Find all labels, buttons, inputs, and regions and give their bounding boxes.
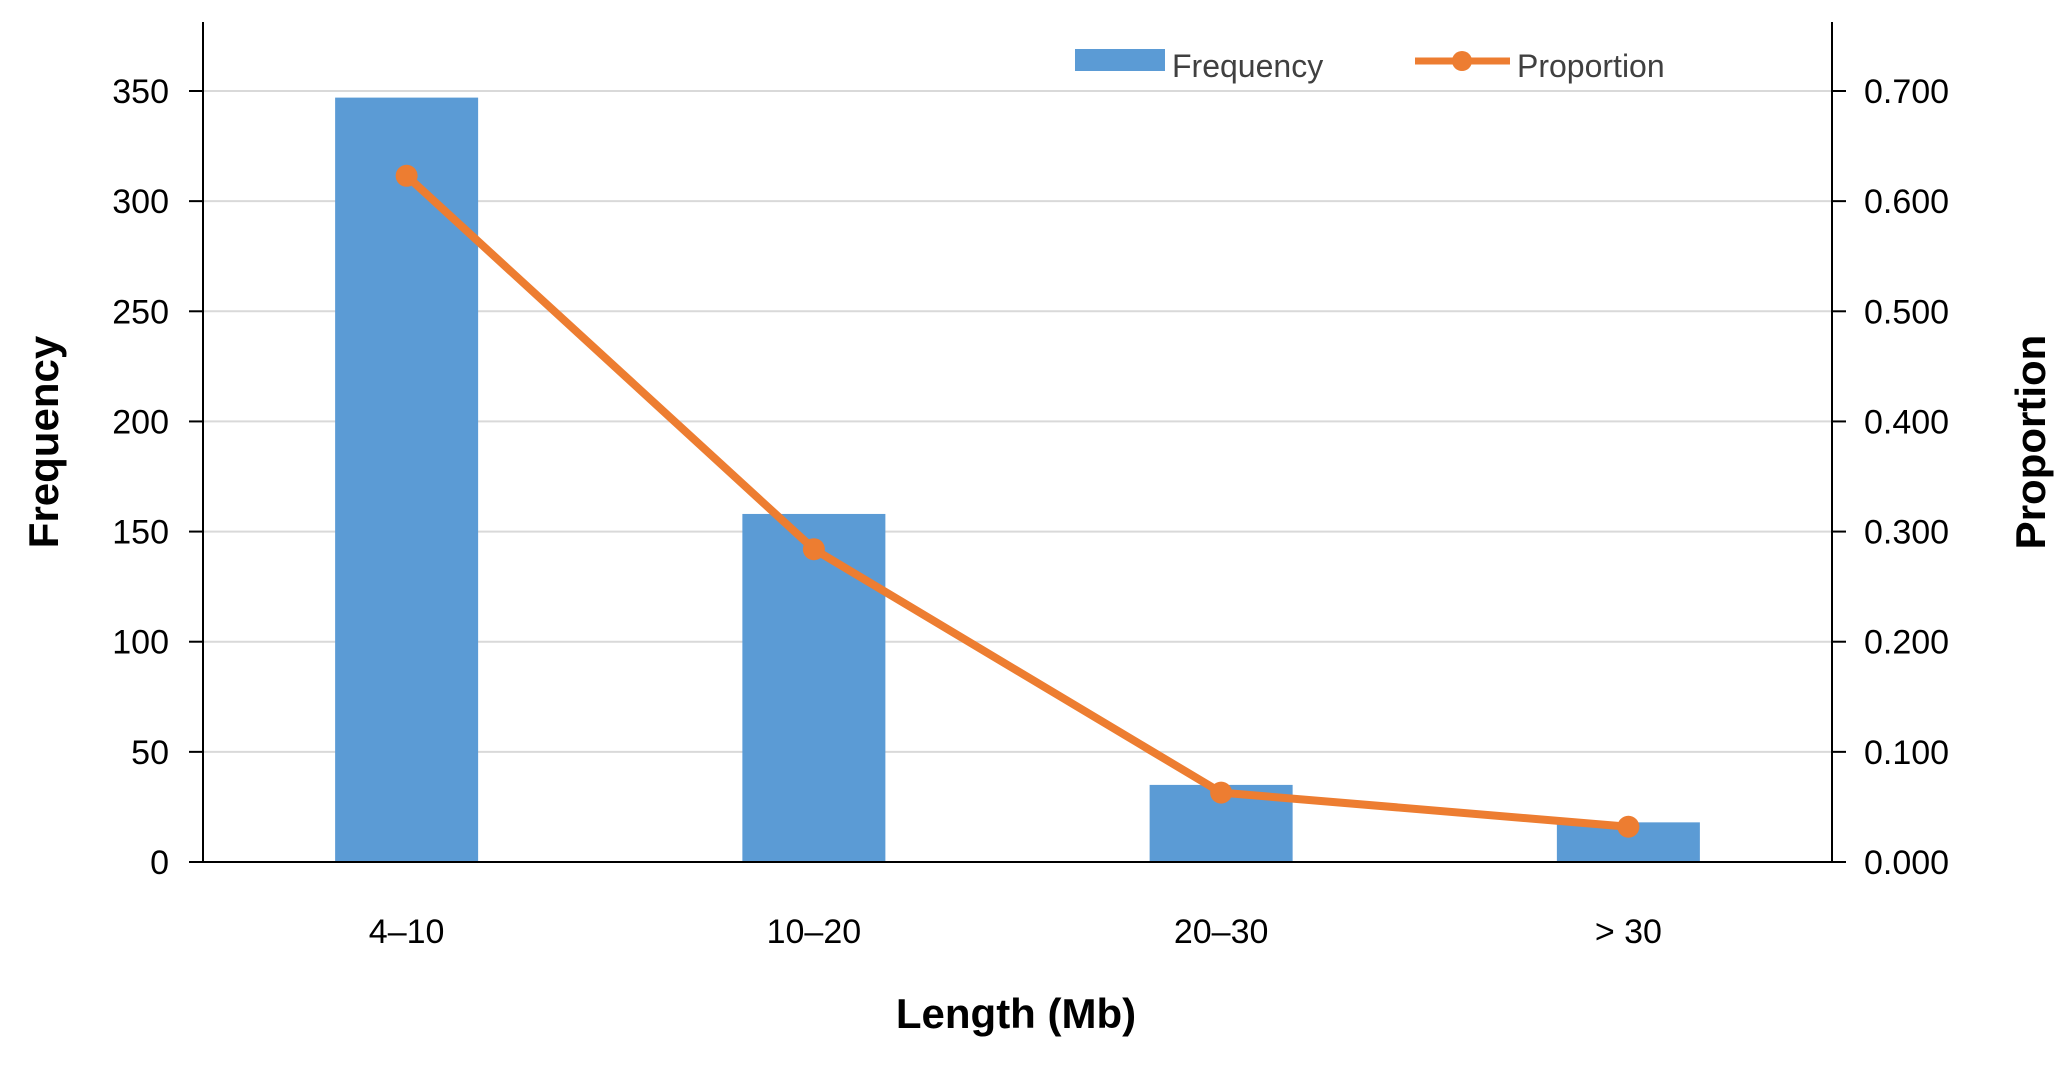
x-axis-title: Length (Mb) bbox=[896, 990, 1136, 1037]
legend: Frequency Proportion bbox=[1075, 48, 1665, 84]
x-tick-label: 20–30 bbox=[1174, 913, 1269, 951]
y-tick-label: 300 bbox=[112, 183, 169, 221]
x-tick-label: 10–20 bbox=[767, 913, 862, 951]
frequency-bars bbox=[335, 97, 1700, 862]
y2-tick-label: 0.600 bbox=[1864, 183, 1949, 221]
y-tick-label: 50 bbox=[131, 734, 169, 772]
legend-proportion-marker bbox=[1452, 51, 1472, 71]
x-tick-label: > 30 bbox=[1595, 913, 1662, 951]
y-tick-label: 150 bbox=[112, 514, 169, 552]
proportion-series-line bbox=[403, 172, 1629, 831]
y2-tick-label: 0.400 bbox=[1864, 403, 1949, 441]
frequency-bar bbox=[335, 97, 479, 862]
tick-labels: 0 50 100 150 200 250 300 350 0.000 0.100 0.200 0.30… bbox=[112, 73, 1949, 951]
y-tick-label: 0 bbox=[150, 844, 169, 882]
y-tick-label: 250 bbox=[112, 293, 169, 331]
proportion-point bbox=[1210, 781, 1233, 804]
proportion-point bbox=[395, 164, 418, 187]
legend-proportion-label: Proportion bbox=[1517, 48, 1665, 84]
axes bbox=[189, 22, 1846, 863]
frequency-bar bbox=[742, 513, 886, 862]
y2-tick-label: 0.200 bbox=[1864, 624, 1949, 662]
y2-tick-label: 0.700 bbox=[1864, 73, 1949, 111]
y2-tick-label: 0.300 bbox=[1864, 514, 1949, 552]
y2-tick-label: 0.100 bbox=[1864, 734, 1949, 772]
y-tick-label: 200 bbox=[112, 403, 169, 441]
proportion-line bbox=[395, 164, 1640, 838]
y-axis-title: Frequency bbox=[20, 335, 67, 548]
legend-frequency-label: Frequency bbox=[1172, 48, 1323, 84]
proportion-point bbox=[1617, 815, 1640, 838]
y2-tick-label: 0.000 bbox=[1864, 844, 1949, 882]
y-tick-label: 350 bbox=[112, 73, 169, 111]
legend-frequency-swatch bbox=[1075, 49, 1165, 71]
proportion-point bbox=[802, 538, 825, 561]
y2-axis-title: Proportion bbox=[2007, 335, 2054, 550]
y-tick-label: 100 bbox=[112, 624, 169, 662]
x-tick-label: 4–10 bbox=[369, 913, 445, 951]
y2-tick-label: 0.500 bbox=[1864, 293, 1949, 331]
